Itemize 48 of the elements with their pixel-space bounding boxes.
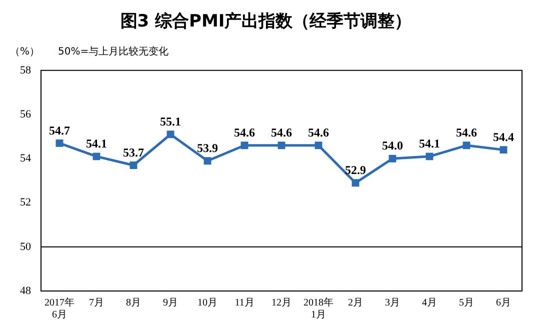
y-tick-label: 52 xyxy=(20,196,31,209)
point xyxy=(92,152,100,160)
point xyxy=(352,179,360,187)
point xyxy=(314,142,322,150)
x-tick-label: 7月 xyxy=(89,298,104,309)
x-tick-label: 3月 xyxy=(385,298,400,309)
point xyxy=(130,162,138,169)
data-label: 53.7 xyxy=(123,145,144,160)
data-label: 54.7 xyxy=(49,123,70,138)
data-label: 54.6 xyxy=(308,126,329,140)
point xyxy=(166,130,174,138)
data-label: 54.1 xyxy=(86,136,107,151)
x-tick-label: 2017年 6月 xyxy=(44,296,74,321)
data-label: 53.9 xyxy=(197,140,218,155)
x-tick-label: 2018年 1月 xyxy=(304,296,334,321)
data-label: 54.0 xyxy=(382,138,403,153)
data-label: 54.4 xyxy=(493,130,514,144)
data-label: 54.6 xyxy=(456,126,477,140)
x-tick-label: 10月 xyxy=(198,298,218,309)
point xyxy=(278,142,286,150)
x-tick-label: 6月 xyxy=(496,298,511,309)
point xyxy=(500,146,508,154)
point xyxy=(388,154,396,162)
point xyxy=(56,139,64,147)
data-label: 54.6 xyxy=(271,126,292,140)
point xyxy=(462,142,470,150)
text: 50%=与上月比较无变化 xyxy=(58,46,169,58)
x-tick-label: 2月 xyxy=(348,298,363,309)
x-tick-label: 5月 xyxy=(459,298,474,309)
x-tick-label: 8月 xyxy=(126,298,141,309)
x-tick-label: 4月 xyxy=(422,298,437,309)
data-label: 52.9 xyxy=(345,163,366,177)
x-tick-label: 11月 xyxy=(234,298,254,309)
y-axis-title: （%） xyxy=(10,46,40,58)
point xyxy=(240,142,248,150)
x-tick-label: 9月 xyxy=(163,298,178,309)
y-tick-label: 58 xyxy=(20,64,32,76)
point xyxy=(204,157,212,165)
y-tick-label: 48 xyxy=(20,284,32,297)
y-tick-label: 54 xyxy=(20,152,32,165)
chart-title: 图3 综合PMI产出指数（经季节调整） xyxy=(120,12,412,32)
y-tick-label: 50 xyxy=(20,240,32,253)
data-label: 54.6 xyxy=(234,126,255,140)
x-tick-label: 12月 xyxy=(272,298,292,309)
point xyxy=(426,152,434,160)
data-label: 55.1 xyxy=(160,114,181,128)
data-label: 54.1 xyxy=(419,136,440,151)
y-tick-label: 56 xyxy=(20,108,32,120)
